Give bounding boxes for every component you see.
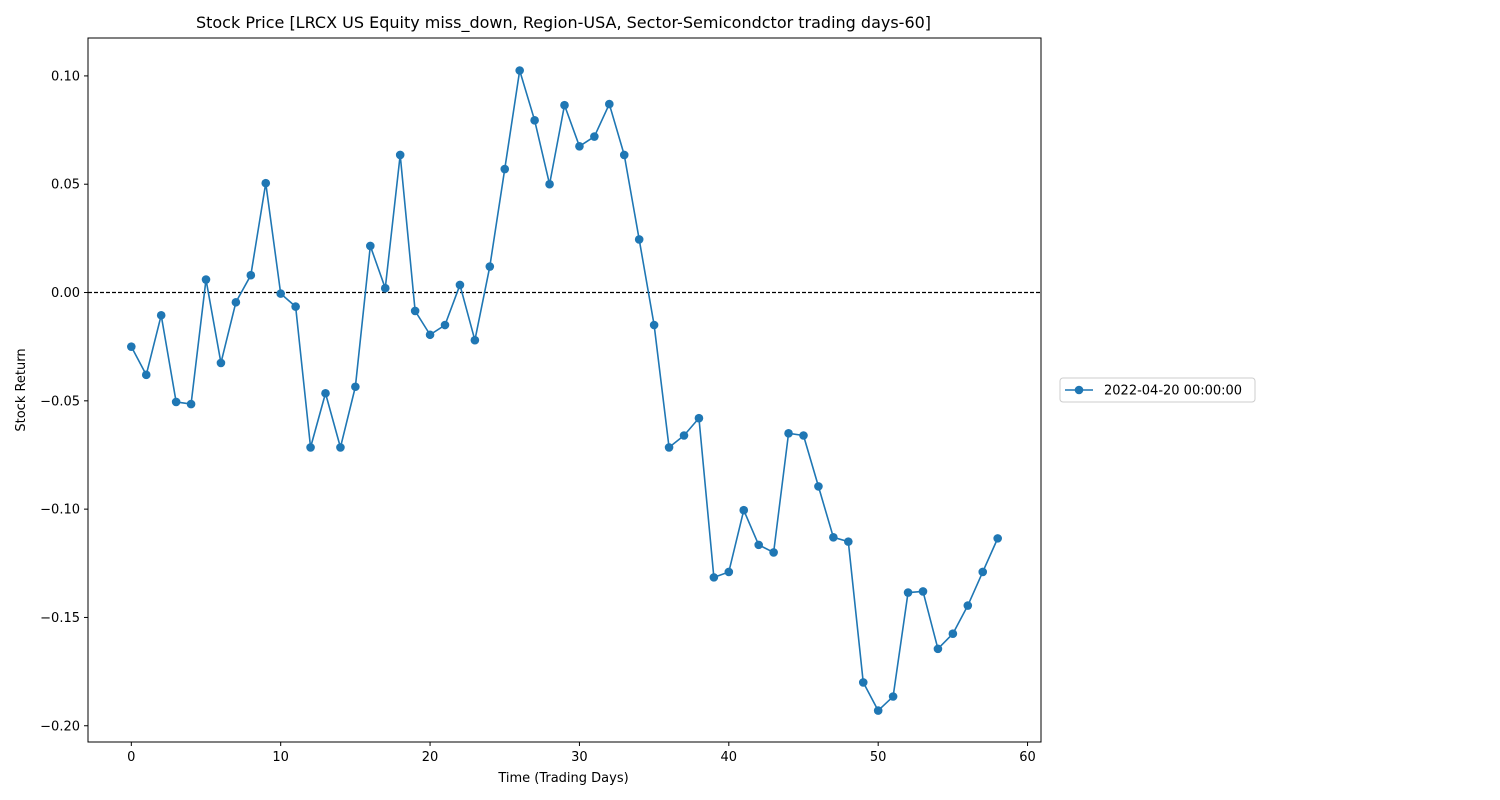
data-point — [664, 443, 674, 452]
data-point — [321, 388, 330, 398]
data-point — [485, 262, 495, 271]
data-point — [948, 629, 958, 638]
data-point — [141, 370, 151, 380]
y-tick-label: 0.00 — [51, 286, 80, 301]
data-point — [709, 573, 719, 582]
data-point — [470, 335, 480, 345]
x-tick-label: 0 — [127, 750, 135, 765]
data-point — [873, 706, 883, 715]
x-tick-label: 60 — [1019, 750, 1036, 765]
data-point — [455, 280, 465, 290]
data-point — [754, 540, 763, 550]
data-point — [963, 601, 973, 610]
data-point — [410, 306, 420, 316]
plot-area: 0 10 20 30 40 50 60 0.10 0.05 0.00 −0.05 −0.10 −0.15… — [40, 37, 1042, 765]
data-point — [634, 235, 644, 244]
data-point — [306, 443, 315, 452]
data-point — [291, 302, 300, 311]
data-point — [799, 431, 808, 440]
data-point — [619, 150, 629, 160]
data-point — [605, 99, 614, 109]
axes-frame — [87, 37, 1042, 743]
data-point — [366, 241, 375, 251]
data-point — [276, 289, 285, 298]
legend-box — [1059, 377, 1256, 403]
y-tick-label: −0.20 — [40, 719, 80, 734]
series-line — [130, 69, 999, 712]
x-axis-title: Time (Trading Days) — [497, 771, 628, 786]
data-point — [351, 382, 360, 392]
data-point — [440, 320, 450, 330]
x-tick-label: 50 — [870, 750, 887, 765]
data-point — [739, 505, 749, 515]
data-point — [769, 548, 778, 557]
y-tick-label: 0.05 — [51, 178, 80, 193]
data-point — [933, 644, 943, 654]
data-point — [993, 534, 1002, 543]
data-point — [216, 358, 226, 368]
x-tick-label: 40 — [721, 750, 738, 765]
x-tick-label: 30 — [571, 750, 588, 765]
data-point — [575, 142, 584, 151]
x-tick-label: 10 — [272, 750, 289, 765]
data-point — [560, 100, 569, 110]
data-point — [858, 678, 868, 687]
data-point — [231, 297, 241, 307]
data-point — [171, 397, 181, 407]
data-point — [694, 413, 704, 423]
legend-marker-swatch — [1074, 385, 1084, 395]
data-point — [530, 116, 539, 125]
data-point — [336, 443, 345, 452]
y-axis-title: Stock Return — [14, 348, 29, 431]
legend: 2022-04-20 00:00:00 — [1059, 377, 1256, 403]
data-point — [888, 692, 898, 701]
y-tick-label: −0.15 — [40, 611, 80, 626]
data-point — [724, 567, 734, 577]
data-point — [186, 399, 196, 409]
data-point — [784, 429, 793, 438]
data-point — [829, 532, 838, 542]
data-point — [425, 330, 435, 340]
y-tick-label: −0.05 — [40, 394, 80, 409]
data-point — [814, 482, 823, 491]
data-point — [515, 66, 524, 75]
y-tick-label: −0.10 — [40, 503, 80, 518]
data-point — [380, 283, 390, 293]
data-point — [679, 431, 689, 440]
x-tick-label: 20 — [422, 750, 439, 765]
data-point — [246, 270, 256, 280]
data-point — [545, 179, 554, 189]
data-point — [903, 588, 913, 597]
data-point — [649, 320, 659, 330]
y-tick-label: 0.10 — [51, 69, 80, 84]
data-point — [201, 275, 211, 284]
chart-title: Stock Price [LRCX US Equity miss_down, R… — [196, 13, 931, 33]
legend-label: 2022-04-20 00:00:00 — [1104, 384, 1242, 399]
data-point — [918, 587, 928, 596]
data-point — [590, 132, 599, 141]
data-point — [127, 342, 136, 351]
data-point — [395, 150, 405, 160]
data-point — [844, 537, 853, 546]
data-point — [156, 310, 166, 320]
data-point — [978, 567, 988, 577]
data-point — [261, 178, 271, 188]
data-point — [500, 164, 510, 174]
